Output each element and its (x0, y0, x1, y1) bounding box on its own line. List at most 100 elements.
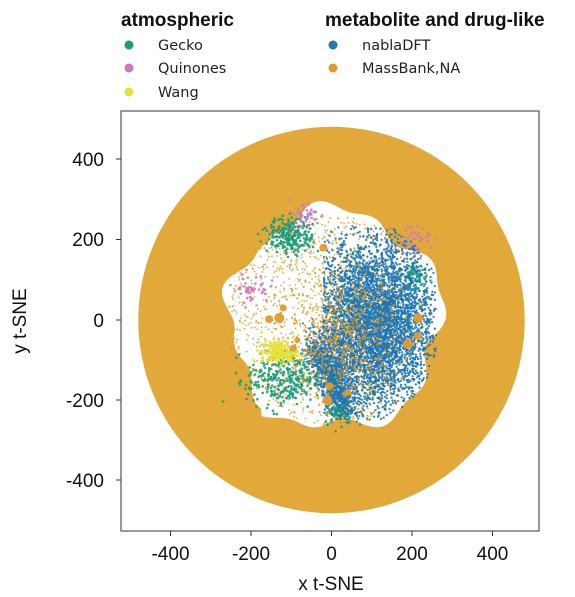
scatter-point (392, 409, 395, 412)
scatter-point (299, 225, 302, 228)
scatter-point (275, 247, 277, 250)
scatter-point (266, 388, 269, 391)
scatter-point (417, 357, 420, 361)
scatter-point (294, 370, 298, 373)
scatter-point (366, 379, 369, 383)
scatter-point (290, 411, 293, 414)
scatter-point (414, 383, 417, 386)
scatter-point (301, 225, 304, 228)
scatter-point (301, 271, 304, 274)
scatter-point (393, 250, 396, 254)
scatter-point (302, 260, 305, 263)
scatter-point (358, 423, 362, 426)
scatter-point (232, 309, 235, 311)
scatter-point (279, 242, 283, 245)
scatter-point (277, 377, 281, 380)
scatter-point (365, 238, 368, 242)
scatter-point (247, 334, 250, 337)
scatter-point (268, 399, 270, 402)
legend-marker-gecko (124, 40, 134, 50)
scatter-point (325, 413, 328, 416)
scatter-point (290, 385, 293, 388)
scatter-point (293, 228, 296, 231)
scatter-point (393, 267, 396, 270)
scatter-point (306, 272, 309, 275)
scatter-point (260, 266, 263, 269)
scatter-point (231, 310, 233, 313)
scatter-point (299, 219, 302, 223)
scatter-point (294, 263, 297, 266)
scatter-point (370, 383, 373, 386)
scatter-point (311, 278, 313, 280)
scatter-point (406, 367, 409, 370)
scatter-point (358, 230, 361, 233)
scatter-point (315, 303, 318, 305)
scatter-point (271, 372, 275, 376)
scatter-point (315, 257, 317, 259)
scatter-point (300, 401, 303, 404)
scatter-point (320, 214, 324, 217)
scatter-point (377, 388, 380, 391)
scatter-point (252, 383, 256, 387)
scatter-point (294, 368, 297, 370)
scatter-point (340, 221, 342, 224)
scatter-point (254, 282, 257, 285)
scatter-point (253, 270, 256, 273)
scatter-point (269, 247, 271, 250)
scatter-point (343, 227, 346, 229)
scatter-point (308, 372, 311, 375)
scatter-point (419, 355, 422, 358)
scatter-point (352, 217, 355, 220)
scatter-point (230, 331, 233, 334)
scatter-point (397, 337, 400, 340)
scatter-point (394, 373, 398, 377)
scatter-point (242, 361, 245, 363)
scatter-point (324, 229, 326, 231)
scatter-point (307, 390, 309, 393)
scatter-point (387, 400, 390, 403)
scatter-point (272, 304, 275, 307)
scatter-point (251, 297, 254, 301)
scatter-point (288, 376, 292, 380)
scatter-point (399, 319, 402, 322)
scatter-point (236, 312, 238, 315)
scatter-point (386, 390, 389, 393)
scatter-point (329, 256, 331, 259)
scatter-point (428, 364, 431, 368)
scatter-point (252, 359, 255, 361)
scatter-point (286, 265, 289, 268)
scatter-point (359, 254, 362, 257)
scatter-point (268, 295, 270, 298)
scatter-point (266, 301, 268, 304)
scatter-point (248, 366, 251, 369)
scatter-point (295, 221, 298, 225)
scatter-point (260, 379, 263, 382)
scatter-point (279, 401, 283, 405)
scatter-point (316, 249, 320, 253)
scatter-point (407, 264, 411, 268)
scatter-point (258, 341, 260, 343)
scatter-point (415, 270, 418, 274)
scatter-point (268, 255, 270, 258)
scatter-point (287, 371, 290, 375)
scatter-point (302, 208, 305, 212)
scatter-point (221, 400, 225, 403)
scatter-point (249, 370, 253, 374)
scatter-point (277, 391, 280, 393)
scatter-point (352, 233, 355, 236)
scatter-point (328, 251, 331, 254)
scatter-point (322, 263, 325, 265)
scatter-point (432, 355, 435, 358)
scatter-point (281, 214, 285, 217)
scatter-point (415, 372, 418, 375)
scatter-point (277, 231, 281, 235)
scatter-point (306, 248, 309, 251)
scatter-point (341, 246, 344, 249)
scatter-point (285, 241, 289, 244)
scatter-point (340, 425, 344, 429)
scatter-point (288, 266, 291, 268)
scatter-point (324, 231, 327, 233)
scatter-point (254, 368, 258, 372)
scatter-point (329, 268, 332, 272)
scatter-point (240, 267, 243, 270)
